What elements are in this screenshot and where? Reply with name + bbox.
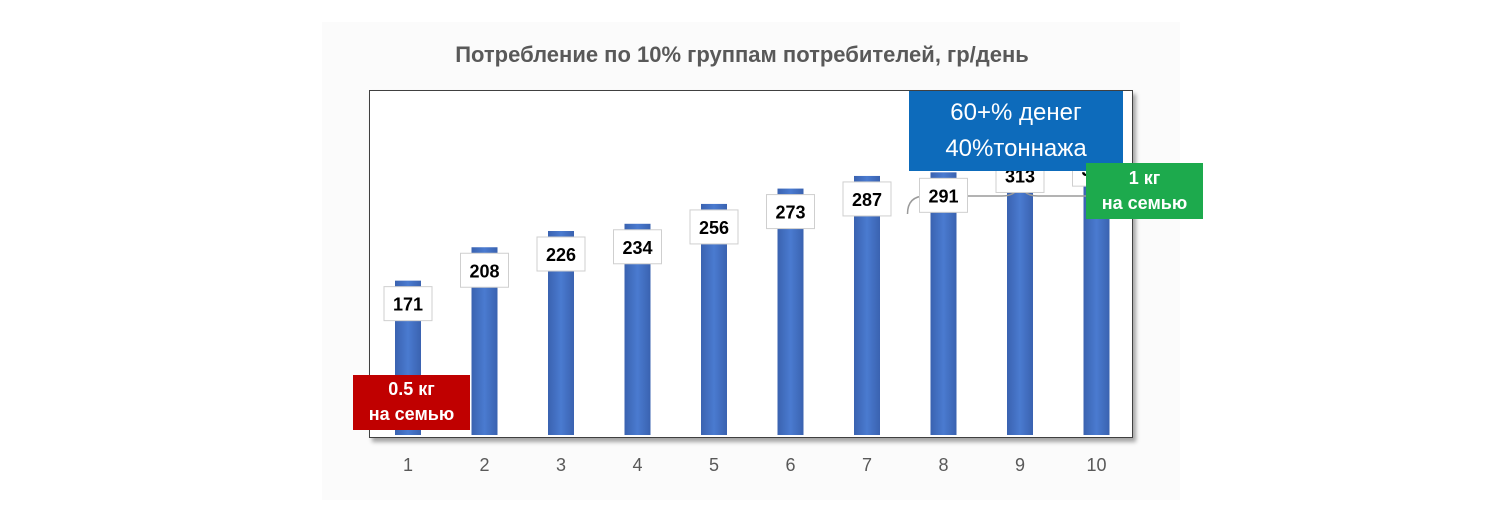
data-label-7: 287: [842, 181, 892, 217]
data-label-4: 234: [613, 229, 662, 265]
bar-8: [930, 172, 957, 435]
data-label-5: 256: [689, 209, 739, 245]
top-groups-annotation: 60+% денег 40%тоннажа: [909, 91, 1123, 171]
x-tick-label-8: 8: [938, 455, 948, 475]
data-label-text: 171: [393, 295, 423, 315]
data-label-box: [766, 194, 815, 230]
max-group-line-1: 1 кг: [1128, 168, 1161, 188]
max-group-annotation: 1 кг на семью: [1086, 163, 1203, 219]
data-label-8: 291: [919, 177, 968, 213]
min-group-line-2: на семью: [368, 404, 455, 424]
bar-9: [1007, 152, 1033, 435]
data-label-6: 273: [766, 194, 815, 230]
data-label-text: 287: [852, 190, 882, 210]
data-label-text: 313: [1005, 166, 1035, 186]
data-label-3: 226: [536, 236, 586, 272]
data-label-1: 171: [383, 286, 433, 322]
x-tick-label-6: 6: [785, 455, 795, 475]
data-label-2: 208: [460, 252, 509, 288]
x-tick-label-9: 9: [1015, 455, 1025, 475]
bar-6: [777, 188, 804, 435]
data-label-box: [919, 177, 968, 213]
min-group-line-1: 0.5 кг: [388, 379, 435, 399]
data-label-box: [383, 286, 433, 322]
data-label-box: [689, 209, 739, 245]
chart-title: Потребление по 10% группам потребителей,…: [455, 42, 1029, 67]
x-tick-label-5: 5: [709, 455, 719, 475]
data-label-text: 273: [775, 203, 805, 223]
x-tick-label-3: 3: [556, 455, 566, 475]
data-label-box: [536, 236, 586, 272]
data-label-text: 226: [546, 245, 576, 265]
min-group-annotation: 0.5 кг на семью: [353, 375, 470, 430]
max-group-line-2: на семью: [1101, 193, 1188, 213]
x-tick-label-1: 1: [403, 455, 413, 475]
top-groups-line-2: 40%тоннажа: [945, 135, 1087, 162]
x-tick-label-4: 4: [632, 455, 642, 475]
data-label-box: [460, 252, 509, 288]
x-tick-label-7: 7: [862, 455, 872, 475]
data-label-box: [613, 229, 662, 265]
bar-7: [854, 175, 880, 435]
x-tick-label-10: 10: [1086, 455, 1106, 475]
data-label-box: [842, 181, 892, 217]
x-tick-label-2: 2: [479, 455, 489, 475]
top-groups-line-1: 60+% денег: [950, 99, 1082, 126]
data-label-text: 208: [469, 261, 499, 281]
data-label-text: 234: [622, 238, 652, 258]
data-label-text: 256: [699, 218, 729, 238]
data-label-text: 291: [928, 186, 958, 206]
